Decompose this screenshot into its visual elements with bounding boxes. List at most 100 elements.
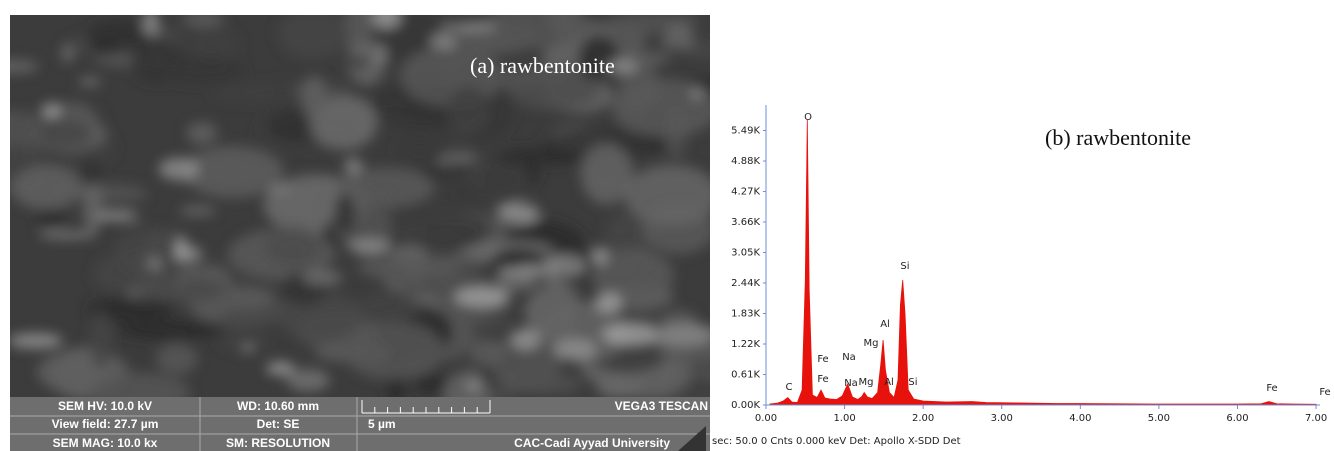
info-magnification: SEM MAG: 10.0 kx: [53, 436, 158, 450]
sem-grain: [83, 177, 103, 235]
sem-highlight: [511, 328, 541, 349]
y-tick-label: 3.66K: [731, 217, 760, 228]
sem-grain: [343, 55, 369, 71]
sem-highlight: [286, 369, 329, 391]
info-detector: Det: SE: [257, 417, 300, 431]
chart-footer: sec: 50.0 0 Cnts 0.000 keV Det: Apollo X…: [712, 436, 961, 447]
sem-highlight: [38, 232, 94, 238]
sem-grain: [265, 226, 322, 266]
sem-highlight: [595, 293, 622, 313]
sem-grain: [156, 344, 197, 375]
info-scale: 5 µm: [368, 417, 396, 431]
info-hv: SEM HV: 10.0 kV: [58, 399, 152, 413]
sem-highlight: [454, 287, 511, 307]
peak-label: Mg: [864, 338, 879, 349]
sem-grain: [80, 160, 104, 186]
sem-highlight: [691, 89, 701, 99]
sem-highlight: [97, 212, 138, 221]
sem-highlight: [147, 258, 162, 270]
sem-highlight: [367, 18, 405, 24]
y-tick-label: 2.44K: [731, 278, 760, 289]
sem-grain: [357, 257, 458, 278]
sem-grain: [496, 148, 579, 164]
sem-highlight: [375, 44, 386, 65]
sem-grain: [473, 188, 493, 206]
sem-highlight: [602, 324, 659, 345]
info-view-field: View field: 27.7 µm: [52, 417, 159, 431]
info-wd: WD: 10.60 mm: [237, 399, 319, 413]
sem-grain: [90, 311, 112, 369]
sem-grain: [334, 194, 355, 233]
peak-label: Na: [842, 352, 856, 363]
info-scan-mode: SM: RESOLUTION: [226, 436, 330, 450]
sem-grain: [421, 230, 481, 243]
sem-highlight: [62, 45, 74, 63]
sem-highlight: [159, 158, 200, 181]
peak-label: Fe: [1266, 383, 1277, 394]
sem-highlight: [344, 158, 362, 174]
y-tick-label: 0.00K: [731, 400, 760, 411]
peak-label: Na: [844, 378, 858, 389]
sem-grain: [342, 322, 444, 380]
sem-highlight: [266, 362, 295, 375]
peak-label: Fe: [817, 354, 828, 365]
sem-highlight: [655, 323, 713, 347]
sem-grain: [353, 292, 420, 323]
sem-highlight: [145, 8, 157, 28]
peak-label: O: [804, 112, 812, 123]
peak-label: Al: [884, 377, 894, 388]
sem-highlight: [519, 264, 542, 272]
sem-grain: [277, 8, 348, 59]
y-tick-label: 0.61K: [731, 370, 760, 381]
sem-grain: [39, 119, 92, 147]
sem-grain: [114, 227, 186, 277]
y-tick-label: 5.49K: [731, 126, 760, 137]
peak-label: Al: [880, 319, 890, 330]
x-tick-label: 6.00: [1226, 413, 1248, 424]
sem-grain: [624, 165, 719, 226]
sem-highlight: [495, 273, 539, 291]
sem-image: [0, 0, 749, 451]
sem-grain: [117, 320, 225, 340]
y-tick-label: 4.27K: [731, 187, 760, 198]
sem-grain: [659, 36, 695, 50]
peak-label: Mg: [859, 377, 874, 388]
sem-grain: [447, 86, 489, 134]
sem-highlight: [175, 246, 203, 262]
sem-highlight: [179, 207, 216, 216]
sem-highlight: [9, 333, 63, 348]
sem-highlight: [79, 78, 101, 85]
x-tick-label: 3.00: [991, 413, 1013, 424]
peak-label: Si: [908, 377, 917, 388]
sem-grain: [468, 339, 504, 365]
peak-label: Fe: [1319, 387, 1330, 398]
x-tick-label: 1.00: [833, 413, 855, 424]
sem-grain: [186, 122, 217, 144]
panel-label: (a) rawbentonite: [470, 53, 615, 78]
y-tick-label: 1.22K: [731, 339, 760, 350]
x-tick-label: 0.00: [755, 413, 777, 424]
y-tick-label: 4.88K: [731, 156, 760, 167]
sem-highlight: [268, 185, 292, 194]
sem-highlight: [542, 254, 586, 276]
y-tick-label: 3.05K: [731, 248, 760, 259]
sem-grain: [11, 166, 82, 210]
sem-highlight: [373, 4, 400, 29]
sem-highlight: [243, 345, 254, 352]
sem-grain: [692, 16, 721, 43]
sem-grain: [605, 12, 706, 33]
peak-label: Fe: [817, 374, 828, 385]
info-institution: CAC-Cadi Ayyad University: [514, 436, 670, 450]
sem-grain: [156, 56, 244, 83]
sem-grain: [612, 79, 718, 137]
x-tick-label: 7.00: [1305, 413, 1327, 424]
sem-grain: [596, 377, 641, 399]
sem-highlight: [467, 382, 479, 391]
sem-highlight: [430, 33, 458, 48]
sem-grain: [273, 80, 294, 103]
sem-grain: [87, 20, 150, 51]
sem-texture: [0, 0, 749, 431]
info-brand: VEGA3 TESCAN: [615, 399, 708, 413]
x-tick-label: 2.00: [912, 413, 934, 424]
peak-label: Si: [900, 261, 909, 272]
